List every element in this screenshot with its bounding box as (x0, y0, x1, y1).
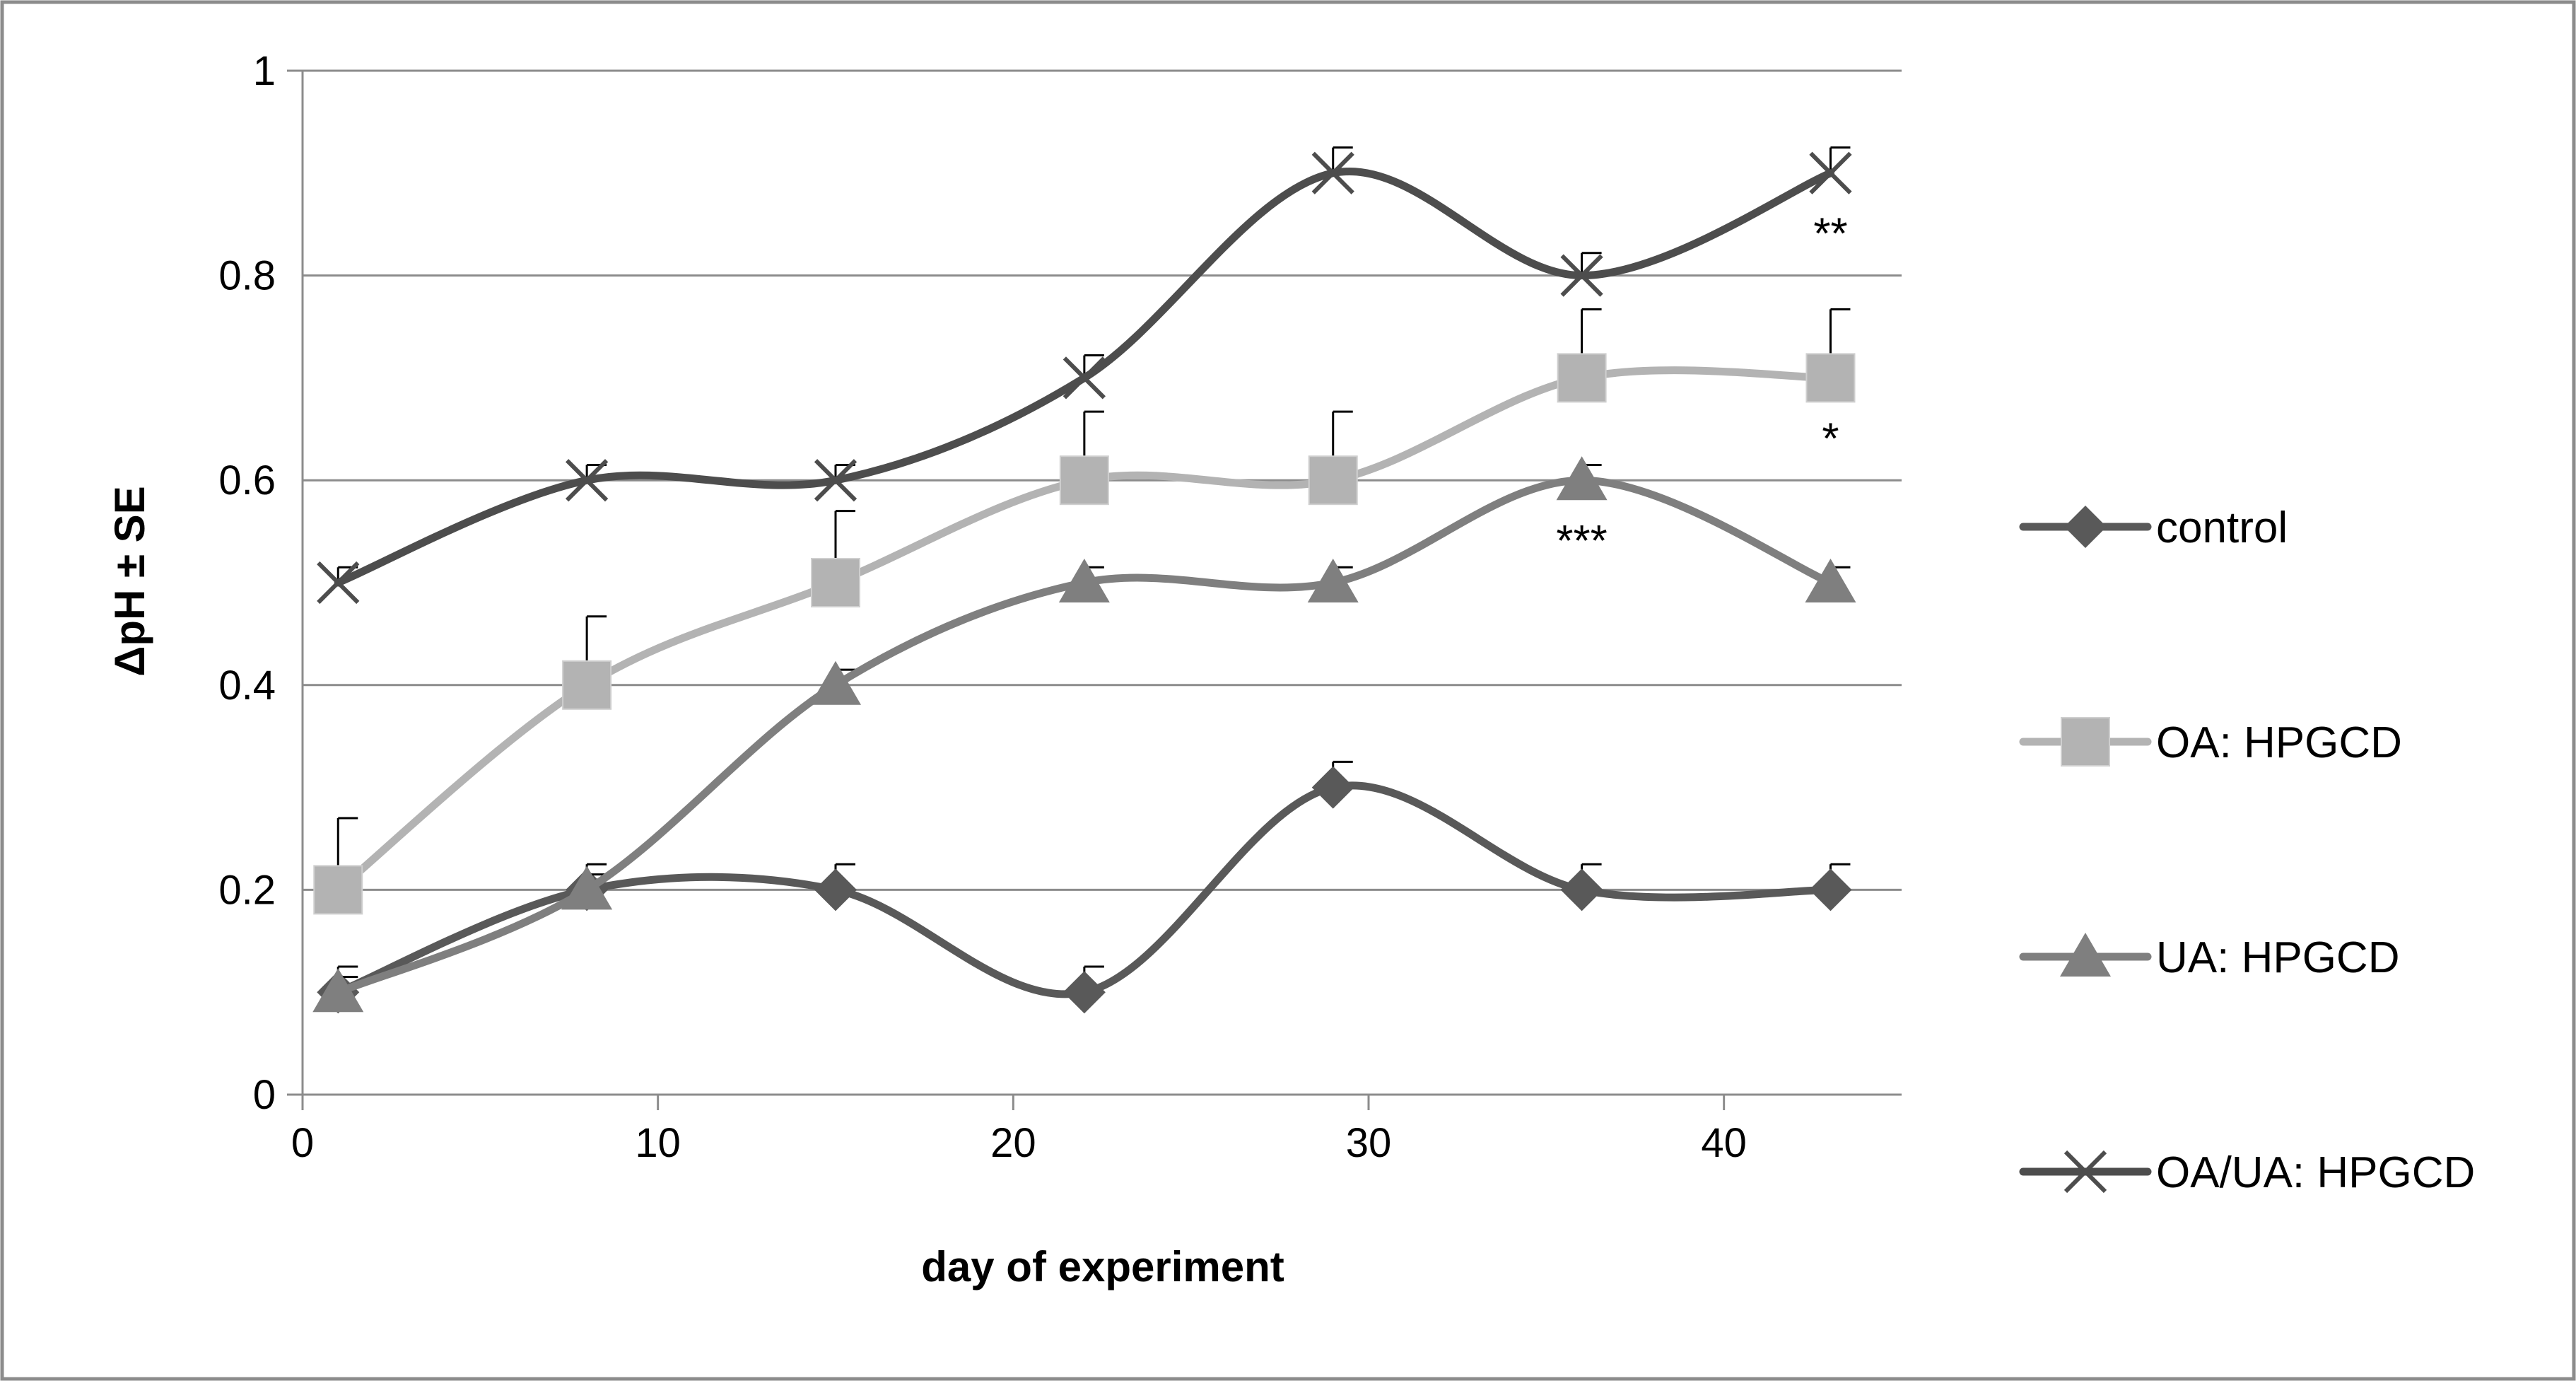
legend-marker (2063, 1150, 2107, 1194)
marker-x-stroke (1560, 254, 1603, 297)
y-tick-label: 0.2 (218, 867, 276, 913)
legend-marker (2064, 506, 2107, 548)
axes: 00.20.40.60.810 10 20 30 40 (218, 48, 1902, 1166)
y-tick-label: 0.8 (218, 253, 276, 299)
markers-oa-ua-hpgcd (317, 151, 1852, 605)
significance-annotation: * (1822, 414, 1839, 463)
legend-label: control (2156, 503, 2288, 552)
markers-oa-hpgcd (313, 353, 1856, 915)
x-tick-label: 10 (635, 1120, 681, 1166)
data-point (811, 558, 860, 607)
y-tick-label: 0.4 (218, 663, 276, 709)
marker-x-stroke (1311, 151, 1354, 194)
legend-item-oa-hpgcd: OA: HPGCD (2019, 717, 2402, 767)
legend-marker (2060, 933, 2111, 977)
y-axis-title: ΔpH ± SE (106, 486, 153, 676)
data-point (1557, 353, 1607, 403)
data-point (814, 459, 857, 502)
marker-x-stroke (317, 561, 360, 605)
data-point (1805, 353, 1856, 403)
marker-x-stroke (2063, 1150, 2107, 1194)
x-axis-title: day of experiment (921, 1243, 1284, 1290)
data-point (1308, 455, 1358, 506)
marker-x-stroke (1062, 356, 1106, 400)
legend: control OA: HPGCD UA: HPGCD OA/UA: HPGCD (2019, 503, 2475, 1197)
series-group (312, 146, 1856, 1014)
data-point (814, 868, 857, 911)
data-point (1809, 151, 1852, 194)
y-tick-label: 1 (253, 48, 276, 94)
legend-label: UA: HPGCD (2156, 933, 2399, 982)
data-point (317, 561, 360, 605)
data-point (1560, 868, 1603, 911)
marker-x-stroke (566, 459, 609, 502)
data-point (1307, 559, 1359, 602)
data-point (1058, 559, 1110, 602)
significance-annotation: *** (1556, 517, 1607, 566)
series-oa-hpgcd (313, 308, 1856, 915)
significance-annotation: ** (1813, 210, 1847, 259)
data-point (1062, 356, 1106, 400)
markers-ua-hpgcd (312, 456, 1856, 1013)
data-point (561, 866, 613, 910)
series-ua-hpgcd (312, 456, 1856, 1013)
x-tick-label: 20 (990, 1120, 1036, 1166)
data-point (312, 968, 364, 1013)
data-point (1311, 151, 1354, 194)
data-point (1062, 971, 1106, 1014)
data-point (1805, 559, 1856, 602)
y-tick-label: 0.6 (218, 458, 276, 503)
x-tick-label: 0 (291, 1120, 314, 1166)
data-point (1560, 254, 1603, 297)
data-point (810, 660, 861, 705)
legend-item-control: control (2019, 503, 2288, 552)
data-point (1556, 456, 1608, 501)
y-tick-label: 0 (253, 1072, 276, 1118)
legend-marker (2061, 717, 2110, 767)
series-oa-ua-hpgcd (317, 146, 1852, 605)
legend-label: OA: HPGCD (2156, 718, 2402, 767)
legend-item-oa-ua-hpgcd: OA/UA: HPGCD (2019, 1148, 2475, 1197)
legend-label: OA/UA: HPGCD (2156, 1148, 2475, 1197)
data-point (566, 459, 609, 502)
data-point (313, 865, 363, 915)
annotations: ****** (1556, 210, 1847, 566)
data-point (1059, 455, 1109, 506)
data-point (1311, 766, 1354, 809)
x-tick-label: 30 (1346, 1120, 1392, 1166)
marker-x-stroke (814, 459, 857, 502)
legend-item-ua-hpgcd: UA: HPGCD (2019, 933, 2399, 982)
marker-x-stroke (1809, 151, 1852, 194)
data-point (1809, 868, 1852, 911)
data-point (562, 660, 612, 710)
x-tick-label: 40 (1701, 1120, 1747, 1166)
